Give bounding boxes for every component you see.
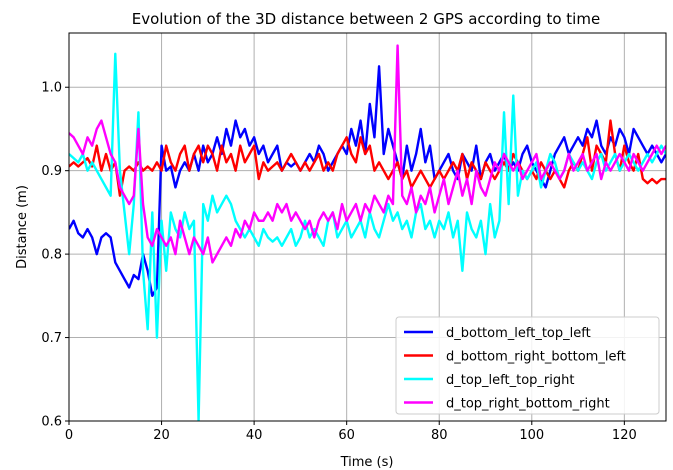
y-tick-label: 0.7 xyxy=(41,331,62,346)
y-axis: 0.6 0.7 0.8 0.9 1.0 xyxy=(41,81,69,430)
x-tick-label: 0 xyxy=(65,428,73,443)
x-axis-label: Time (s) xyxy=(340,455,394,470)
y-tick-label: 1.0 xyxy=(41,81,62,96)
chart-title: Evolution of the 3D distance between 2 G… xyxy=(132,10,600,28)
y-tick-label: 0.8 xyxy=(41,248,62,263)
legend-label: d_bottom_right_bottom_left xyxy=(446,350,626,365)
legend-label: d_bottom_left_top_left xyxy=(446,326,591,341)
y-tick-label: 0.9 xyxy=(41,164,62,179)
legend-label: d_top_right_bottom_right xyxy=(446,397,610,412)
legend: d_bottom_left_top_left d_bottom_right_bot… xyxy=(396,317,659,414)
x-tick-label: 60 xyxy=(338,428,355,443)
x-tick-label: 100 xyxy=(519,428,544,443)
legend-label: d_top_left_top_right xyxy=(446,373,574,388)
x-tick-label: 120 xyxy=(612,428,637,443)
series-line-0 xyxy=(69,66,666,295)
y-axis-label: Distance (m) xyxy=(15,185,30,269)
x-tick-label: 80 xyxy=(431,428,448,443)
y-tick-label: 0.6 xyxy=(41,415,62,430)
x-axis: 0 20 40 60 80 100 120 xyxy=(65,421,637,443)
x-tick-label: 20 xyxy=(153,428,170,443)
x-tick-label: 40 xyxy=(246,428,263,443)
